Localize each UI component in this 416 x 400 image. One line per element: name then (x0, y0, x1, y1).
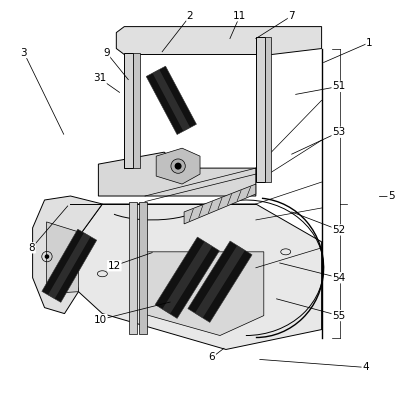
Text: 10: 10 (94, 314, 107, 324)
Text: 51: 51 (332, 81, 345, 91)
Polygon shape (32, 196, 102, 314)
Polygon shape (48, 233, 91, 299)
Text: 52: 52 (332, 225, 345, 235)
Text: 55: 55 (332, 310, 345, 320)
Circle shape (171, 159, 185, 173)
Text: 2: 2 (187, 11, 193, 21)
Polygon shape (146, 66, 196, 134)
FancyBboxPatch shape (124, 52, 133, 168)
Polygon shape (47, 222, 79, 294)
Text: 9: 9 (103, 48, 110, 58)
Polygon shape (42, 229, 97, 302)
Text: 3: 3 (20, 48, 27, 58)
Polygon shape (156, 148, 200, 184)
Text: 5: 5 (388, 191, 395, 201)
Polygon shape (155, 237, 219, 318)
FancyBboxPatch shape (129, 202, 136, 334)
Circle shape (45, 255, 49, 258)
Polygon shape (142, 252, 264, 336)
Text: 4: 4 (362, 362, 369, 372)
Polygon shape (188, 241, 252, 322)
Text: 1: 1 (366, 38, 373, 48)
Polygon shape (70, 204, 322, 350)
Text: 12: 12 (108, 261, 121, 271)
Polygon shape (184, 184, 256, 224)
Text: 6: 6 (209, 352, 215, 362)
Polygon shape (153, 70, 190, 131)
Text: 54: 54 (332, 273, 345, 283)
FancyBboxPatch shape (139, 202, 146, 334)
FancyBboxPatch shape (265, 36, 270, 182)
Text: 8: 8 (29, 243, 35, 253)
FancyBboxPatch shape (256, 36, 265, 182)
Circle shape (175, 163, 181, 169)
Text: 7: 7 (288, 11, 295, 21)
Text: 11: 11 (233, 11, 247, 21)
Polygon shape (162, 242, 212, 314)
Text: 53: 53 (332, 127, 345, 137)
Text: 31: 31 (93, 74, 106, 84)
Polygon shape (195, 246, 245, 318)
Polygon shape (116, 27, 322, 54)
FancyBboxPatch shape (133, 52, 140, 168)
Polygon shape (98, 152, 256, 196)
